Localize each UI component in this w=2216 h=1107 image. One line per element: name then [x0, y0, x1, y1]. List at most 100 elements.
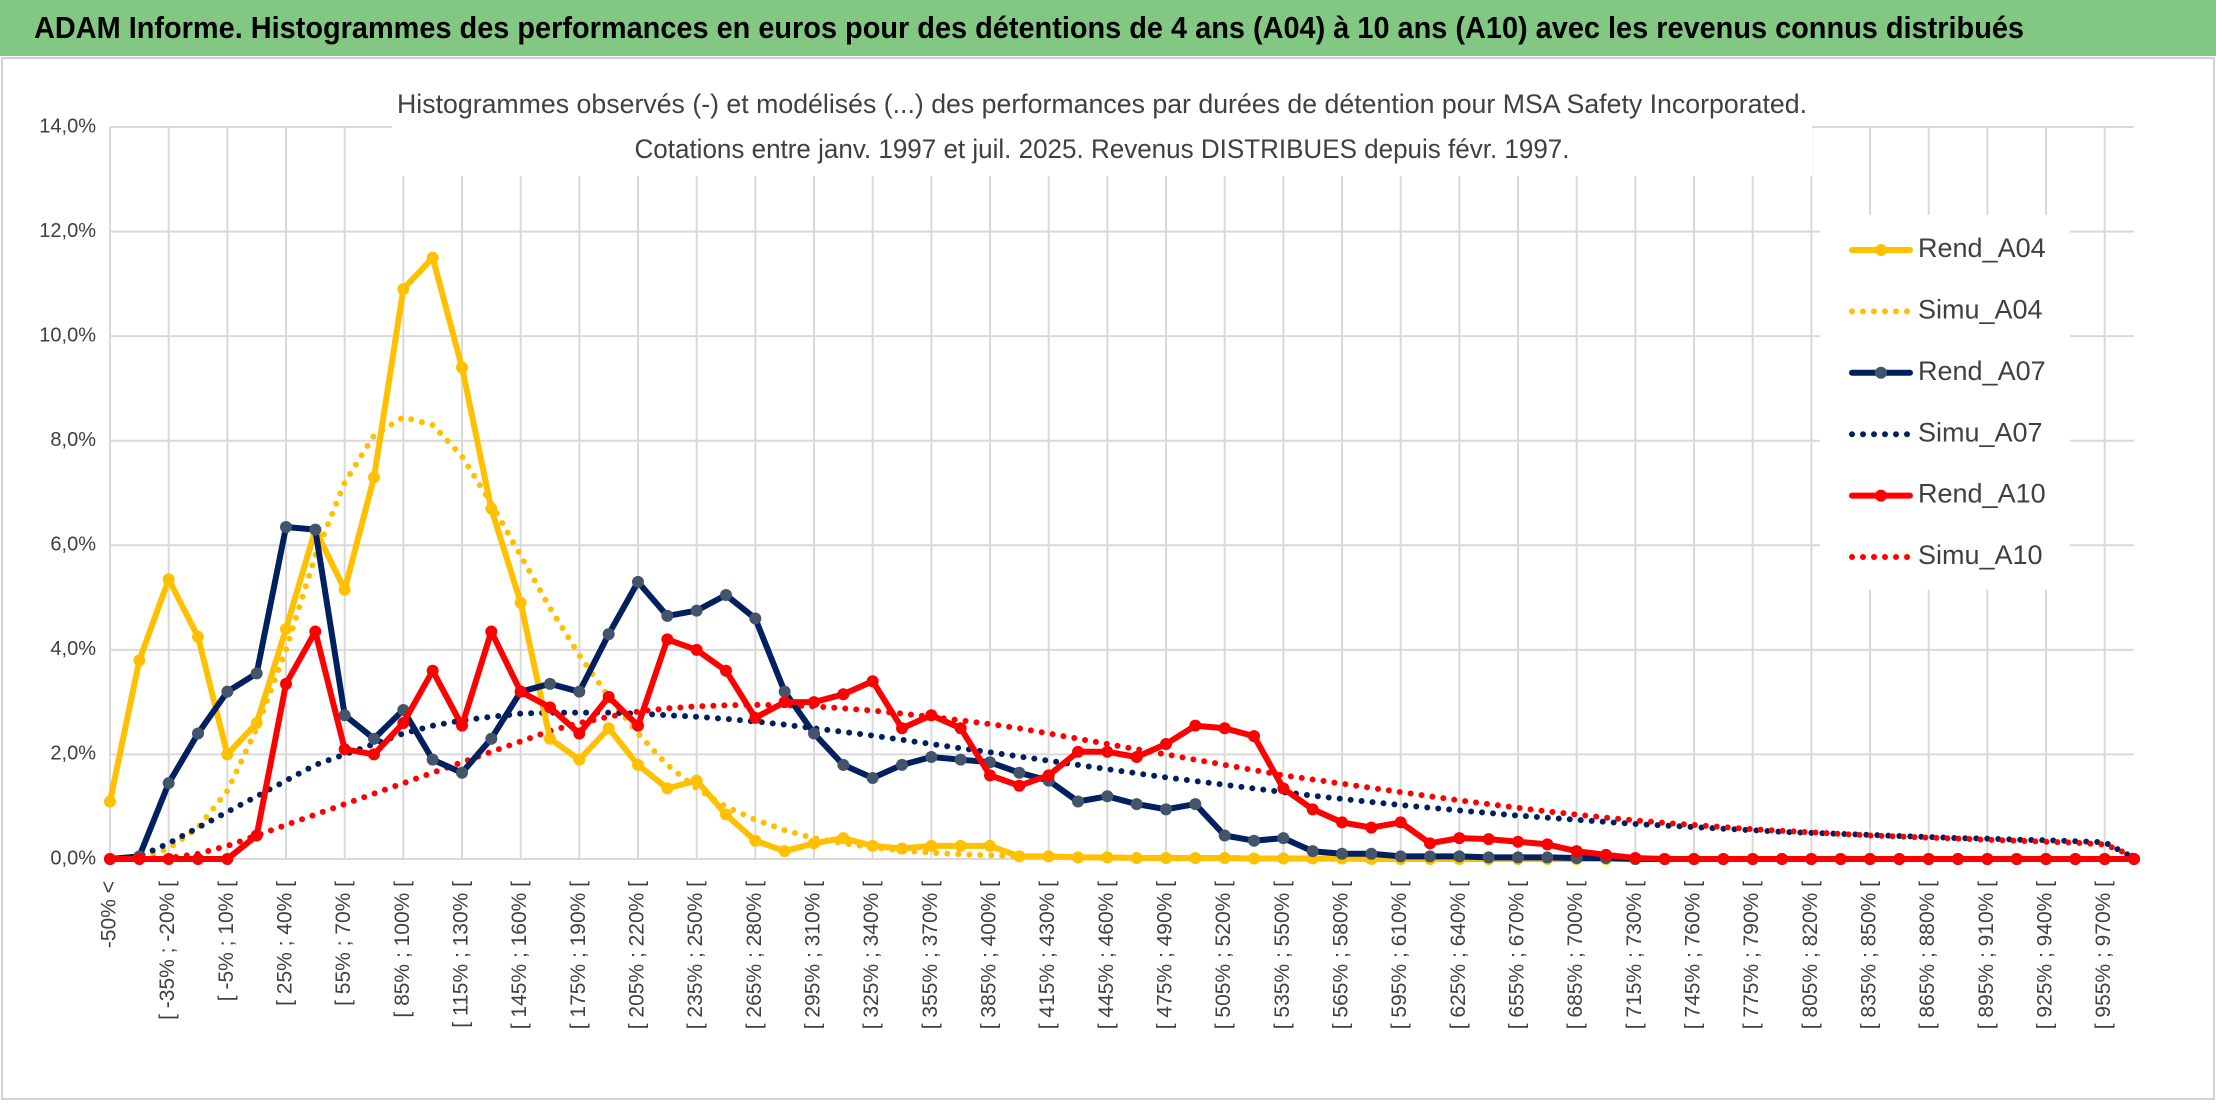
x-tick-label: [ 205% ; 220% [ [626, 881, 649, 1029]
data-point [602, 690, 615, 703]
data-point [1834, 853, 1847, 865]
data-point [866, 771, 879, 784]
data-point [808, 837, 820, 850]
data-point [661, 782, 674, 795]
title-backdrop [392, 86, 1812, 176]
data-point [1101, 790, 1114, 803]
x-tick-label: [ 595% ; 610% [ [1388, 881, 1411, 1029]
x-tick-label: [ 115% ; 130% [ [450, 881, 473, 1028]
data-point [573, 727, 586, 740]
data-point [1277, 832, 1290, 845]
x-tick-label: [ 55% ; 70% [ [332, 881, 355, 1006]
x-tick-label: [ -35% ; -20% [ [156, 881, 179, 1020]
data-point [250, 667, 263, 680]
data-point [426, 753, 439, 766]
data-point [1248, 834, 1260, 847]
data-point [690, 604, 703, 617]
data-point [1189, 798, 1202, 811]
y-tick-label: 10,0% [39, 324, 96, 346]
y-tick-label: 6,0% [50, 534, 96, 556]
x-tick-label: [ 265% ; 280% [ [743, 881, 766, 1029]
data-point [1013, 766, 1026, 779]
y-tick-label: 14,0% [39, 115, 96, 137]
legend-label: Rend_A07 [1918, 356, 2046, 386]
data-point [2040, 853, 2052, 865]
data-point [192, 853, 204, 865]
y-tick-label: 12,0% [39, 220, 96, 242]
x-tick-label: [ 745% ; 760% [ [1682, 881, 1705, 1029]
data-point [1336, 816, 1348, 829]
data-point [280, 520, 292, 533]
data-point [954, 722, 967, 735]
data-point [1717, 853, 1730, 865]
data-point [1160, 803, 1172, 816]
data-point [133, 853, 146, 865]
data-point [1424, 850, 1436, 863]
data-point [749, 834, 762, 847]
data-point [1658, 853, 1671, 865]
data-point [1130, 798, 1143, 811]
data-point [397, 283, 410, 296]
x-tick-label: [ 325% ; 340% [ [860, 881, 883, 1029]
data-point [162, 777, 175, 790]
data-point [368, 748, 380, 761]
legend-label: Rend_A04 [1918, 233, 2046, 263]
data-point [896, 758, 908, 771]
data-point [544, 677, 556, 690]
data-point [485, 502, 498, 515]
legend-label: Rend_A10 [1918, 479, 2046, 509]
data-point [837, 688, 850, 701]
x-tick-label: -50% < [98, 881, 121, 948]
x-tick-label: [ 865% ; 880% [ [1916, 881, 1939, 1029]
data-point [1248, 852, 1260, 865]
data-point [2098, 853, 2111, 865]
data-point [309, 523, 322, 536]
data-point [632, 575, 644, 588]
data-point [573, 685, 586, 698]
data-point [1218, 722, 1231, 735]
data-point [338, 743, 351, 756]
chart-title: Histogrammes observés (-) et modélisés (… [397, 89, 1807, 119]
header-title: ADAM Informe. Histogrammes des performan… [34, 10, 2024, 45]
data-point [1160, 851, 1172, 864]
data-point [1072, 795, 1084, 808]
legend-label: Simu_A04 [1918, 295, 2043, 325]
x-tick-label: [ 955% ; 970% [ [2092, 881, 2115, 1029]
data-point [925, 839, 938, 852]
data-point [221, 685, 234, 698]
data-point [1922, 853, 1935, 865]
data-point [1277, 782, 1290, 795]
data-point [250, 717, 263, 730]
x-tick-label: [ 355% ; 370% [ [919, 881, 942, 1029]
data-point [1629, 851, 1642, 864]
data-point [2128, 853, 2140, 865]
series-line [107, 709, 2137, 862]
data-point [162, 853, 175, 865]
data-point [866, 839, 879, 852]
data-point [778, 845, 791, 858]
legend-label: Simu_A07 [1918, 417, 2043, 447]
data-point [925, 709, 938, 722]
data-point [192, 630, 204, 643]
data-point [1218, 829, 1231, 842]
data-point [984, 769, 996, 782]
data-point [954, 753, 967, 766]
data-point [514, 596, 527, 609]
y-tick-label: 4,0% [50, 638, 96, 660]
data-point [1365, 821, 1378, 834]
data-point [338, 709, 351, 722]
data-point [837, 758, 850, 771]
data-point [573, 753, 586, 766]
data-point [778, 696, 791, 709]
data-point [1072, 745, 1084, 758]
x-tick-label: [ 445% ; 460% [ [1095, 881, 1118, 1029]
x-tick-label: [ 145% ; 160% [ [508, 881, 531, 1029]
legend-marker [1875, 366, 1887, 379]
data-point [1013, 779, 1026, 792]
x-tick-label: [ 85% ; 100% [ [391, 881, 414, 1018]
data-point [221, 853, 234, 865]
data-point [1541, 838, 1554, 851]
data-point [1042, 850, 1055, 863]
data-point [104, 795, 116, 808]
